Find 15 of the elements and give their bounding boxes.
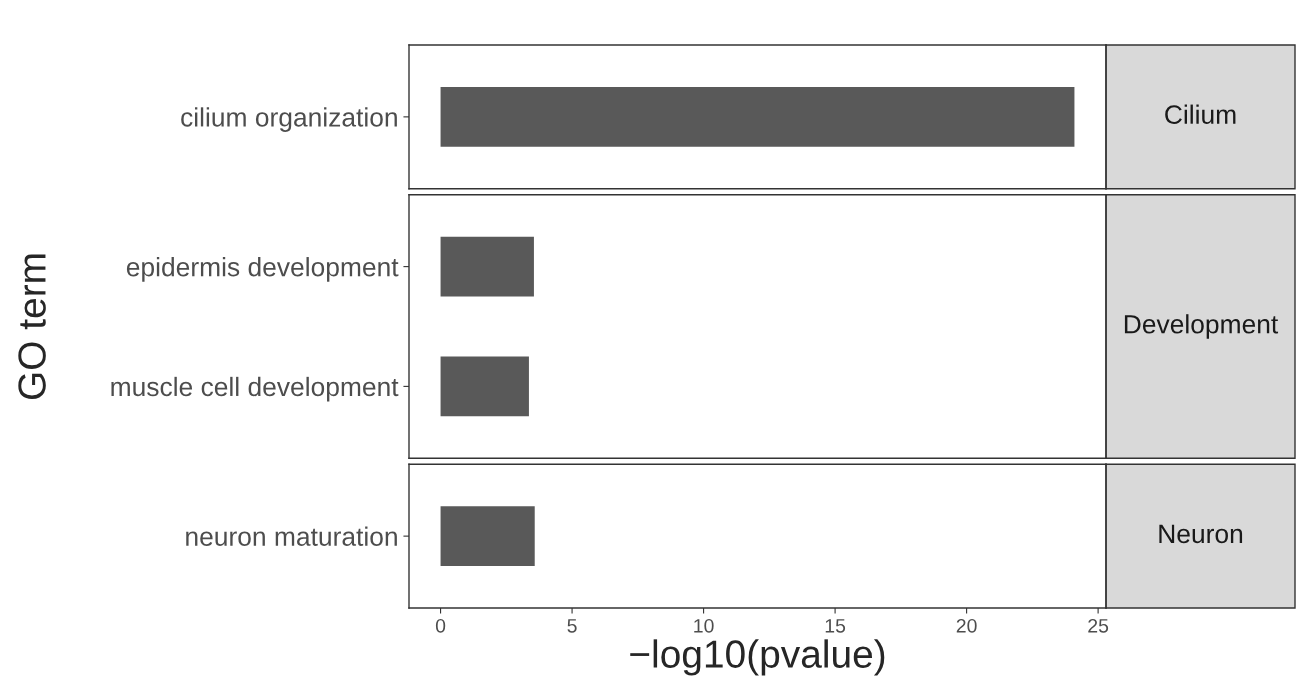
x-tick-label: 5 (567, 619, 577, 633)
text: Cilium (1165, 104, 1236, 124)
text: Development (1124, 314, 1279, 339)
y-tick-label: neuron maturation (186, 526, 397, 546)
x-tick-label: 0 (435, 618, 446, 633)
text: Neuron (1159, 524, 1243, 544)
x-tick-label: 20 (956, 618, 977, 633)
x-tick-label: 25 (1088, 618, 1109, 633)
y-axis-title: GO term (18, 254, 46, 400)
x-tick-label: 10 (694, 618, 714, 633)
y-tick-label: epidermis development (126, 257, 399, 282)
y-tick-label: muscle cell development (111, 376, 399, 402)
x-axis-title: −log10(pvalue) (630, 639, 885, 676)
y-tick-label: cilium organization (181, 107, 397, 132)
x-tick-label: 15 (825, 619, 846, 633)
